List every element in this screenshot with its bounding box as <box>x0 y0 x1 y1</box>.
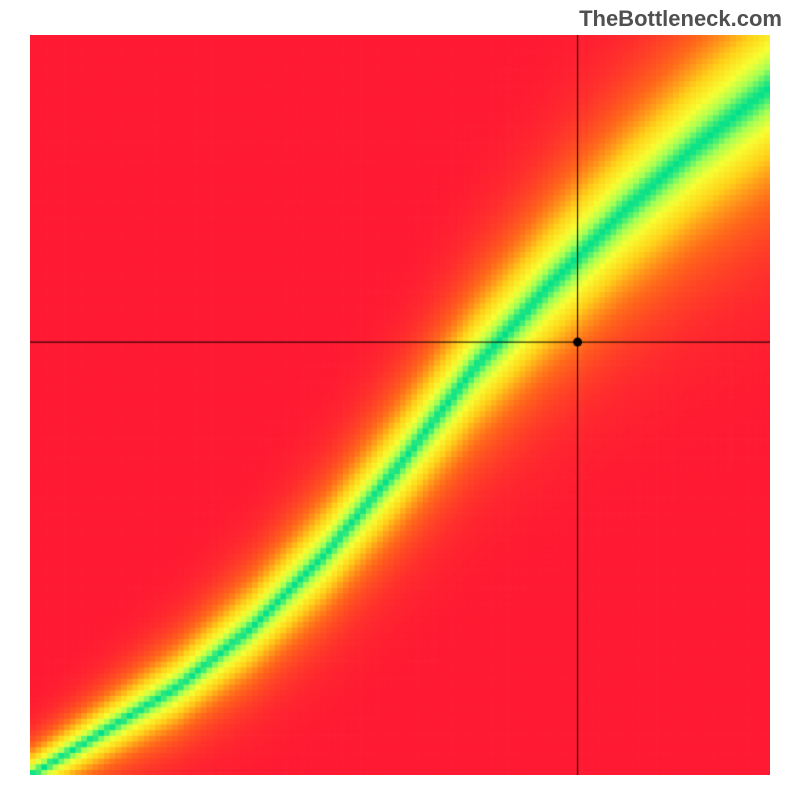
chart-container: TheBottleneck.com <box>0 0 800 800</box>
heatmap-plot <box>30 35 770 775</box>
heatmap-canvas <box>30 35 770 775</box>
watermark-text: TheBottleneck.com <box>579 6 782 32</box>
